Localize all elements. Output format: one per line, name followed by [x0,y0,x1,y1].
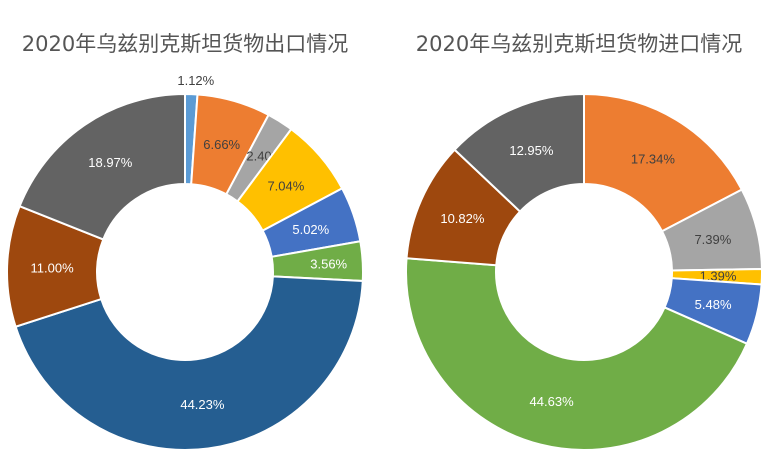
donut-slice-1-6 [453,92,585,213]
slice-label-0-8: 18.97% [88,155,133,170]
slice-label-0-0: 1.12% [177,73,214,88]
export-chart-title: 2020年乌兹别克斯坦货物出口情况 [21,32,349,56]
donut-slice-1-0 [583,92,744,233]
donut-slice-1-4 [405,257,749,451]
donut-slice-0-6 [14,275,364,451]
donut-slice-0-8 [18,92,186,241]
slice-label-1-5: 10.82% [440,211,485,226]
slice-label-1-3: 5.48% [695,297,732,312]
slice-label-1-0: 17.34% [631,151,676,166]
slice-label-0-6: 44.23% [180,397,225,412]
slice-label-0-1: 6.66% [203,137,240,152]
slice-label-1-1: 7.39% [694,232,731,247]
export-donut: 1.12%6.66%2.40%7.04%5.02%3.56%44.23%11.0… [6,73,364,451]
import-donut: 17.34% 7.39% 1.39% 5.48% 44.63% 10.82% 12.95% [405,92,763,451]
slice-label-1-4: 44.63% [530,394,575,409]
slice-label-0-5: 3.56% [310,256,347,271]
import-chart-title: 2020年乌兹别克斯坦货物进口情况 [415,32,743,56]
slice-label-1-6: 12.95% [509,143,554,158]
slice-label-1-2: 1.39% [700,268,737,283]
slice-label-0-3: 7.04% [267,178,304,193]
slice-label-0-7: 11.00% [31,261,75,276]
slice-label-0-4: 5.02% [292,222,329,237]
